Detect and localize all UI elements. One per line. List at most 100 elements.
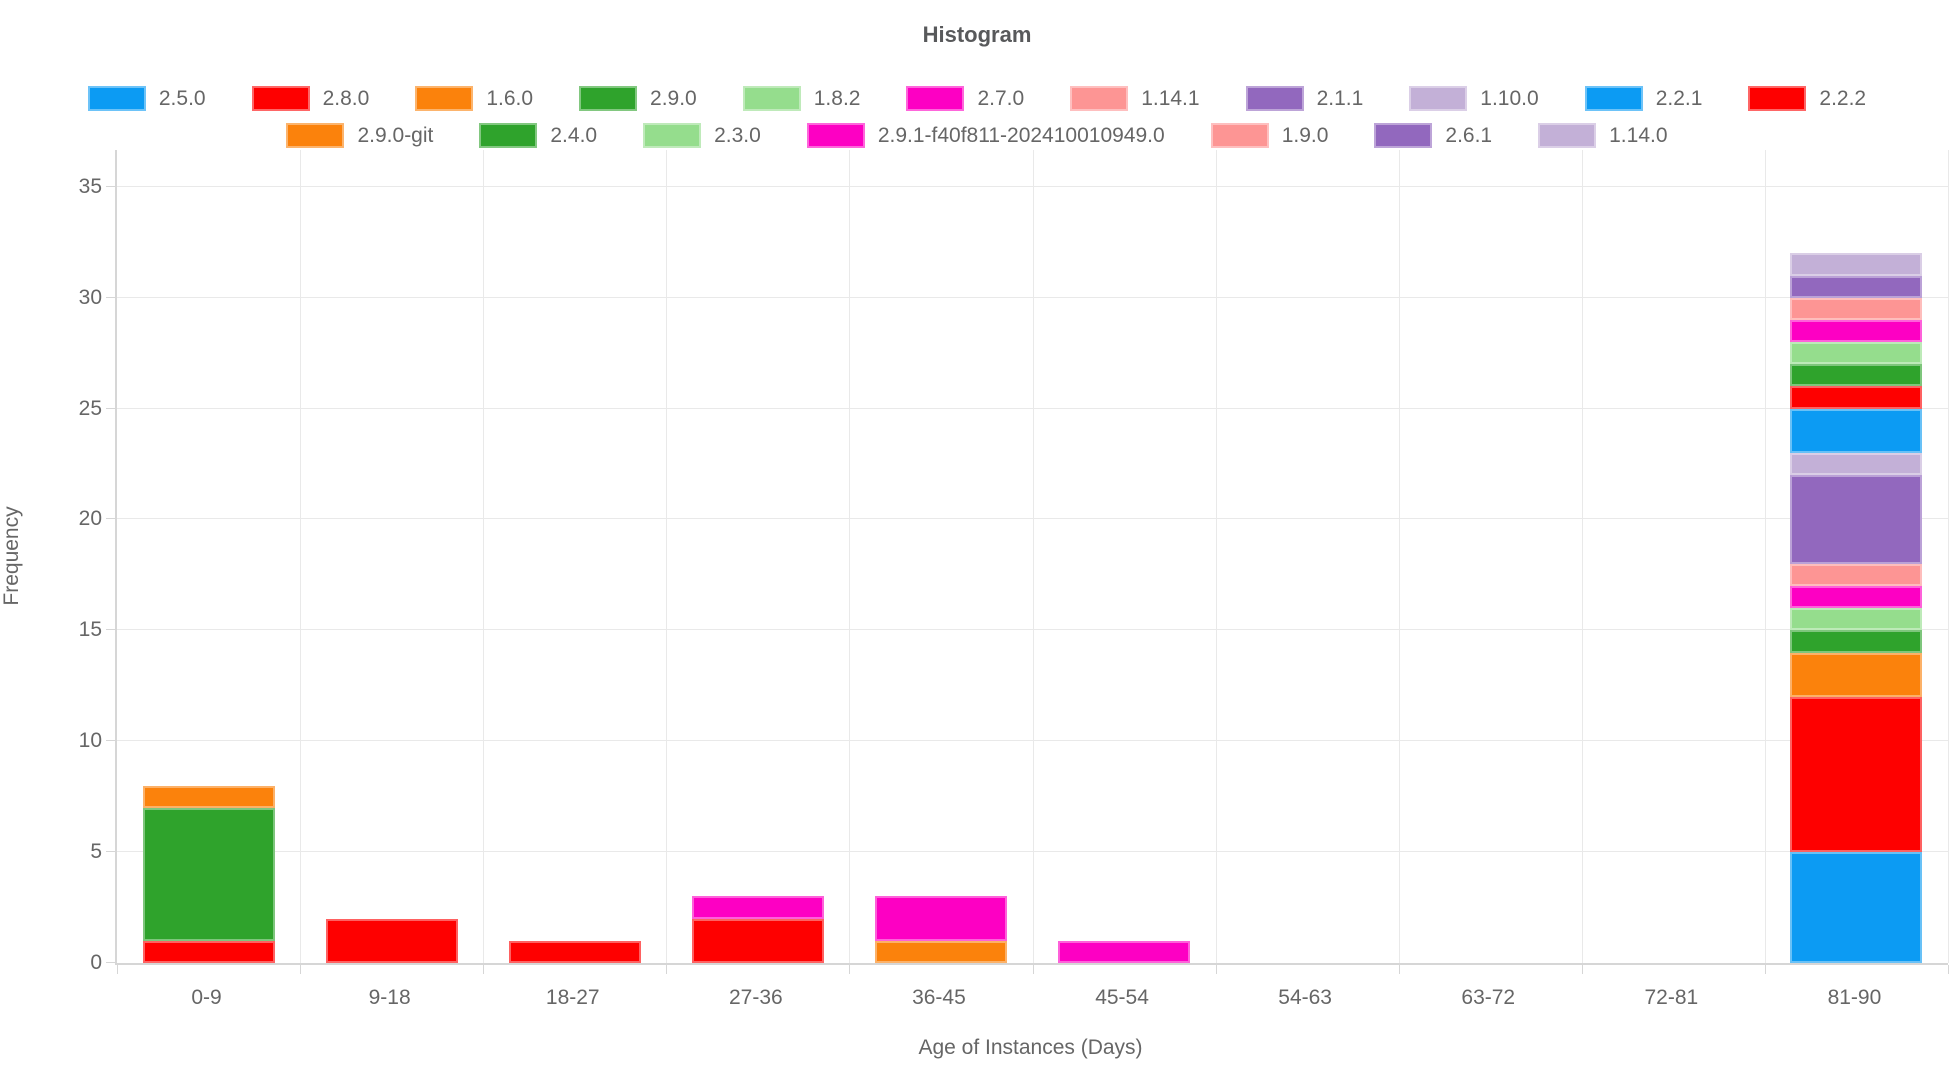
x-tick [1765,965,1766,974]
bar-segment-36-45-1.6.0[interactable] [875,940,1007,963]
bar-segment-81-90-1.14.0[interactable] [1790,253,1922,276]
legend-swatch [579,86,638,111]
y-tick-label-5: 5 [90,840,102,864]
v-gridline [1765,150,1766,963]
legend-item-2.5.0[interactable]: 2.5.0 [87,86,206,111]
x-tick-label-54-63: 54-63 [1278,986,1332,1009]
bar-segment-81-90-2.2.1[interactable] [1790,408,1922,453]
bar-segment-81-90-2.9.0[interactable] [1790,630,1922,653]
legend-label: 2.2.2 [1819,86,1867,110]
bar-segment-81-90-2.3.0[interactable] [1790,342,1922,365]
x-tick [1033,965,1034,974]
y-tick-label-25: 25 [78,396,102,420]
legend-label: 2.5.0 [158,86,206,110]
legend-label: 1.9.0 [1281,123,1329,147]
y-tick-label-10: 10 [78,729,102,753]
legend-item-2.6.1[interactable]: 2.6.1 [1374,123,1492,148]
legend-swatch [1245,86,1304,111]
v-gridline [1033,150,1034,963]
bar-segment-0-9-2.9.0-git[interactable] [143,785,275,808]
h-gridline-20 [117,518,1948,520]
legend-label: 2.6.1 [1445,123,1493,147]
h-gridline-15 [117,629,1948,631]
bar-segment-0-9-2.8.0[interactable] [143,940,275,963]
bar-segment-36-45-2.7.0[interactable] [875,896,1007,941]
bar-segment-27-36-2.8.0[interactable] [692,918,824,963]
x-tick [1399,965,1400,974]
bar-segment-0-9-2.9.0[interactable] [143,807,275,941]
bar-segment-81-90-2.7.0[interactable] [1790,585,1922,609]
legend-label: 1.14.1 [1141,86,1200,110]
y-tick [106,407,115,409]
v-gridline [1399,150,1400,963]
bar-segment-81-90-1.6.0[interactable] [1790,652,1922,697]
chart-title: Histogram [922,22,1032,47]
legend-label: 2.2.1 [1655,86,1703,110]
bar-segment-81-90-1.10.0[interactable] [1790,452,1922,476]
x-tick-label-72-81: 72-81 [1644,986,1699,1009]
legend-item-1.14.1[interactable]: 1.14.1 [1070,86,1200,111]
x-tick-label-45-54: 45-54 [1095,986,1149,1009]
x-tick [666,965,667,974]
y-tick-label-35: 35 [78,174,102,198]
legend-label: 2.3.0 [714,123,761,147]
bar-segment-45-54-2.7.0[interactable] [1058,940,1190,963]
legend-label: 1.8.2 [813,86,861,110]
y-tick [106,518,115,520]
bar-segment-9-18-2.8.0[interactable] [326,918,458,963]
legend-swatch [286,123,345,148]
x-tick [483,965,484,974]
x-tick [849,965,850,974]
bar-segment-81-90-1.9.0[interactable] [1790,297,1922,320]
legend-item-1.8.2[interactable]: 1.8.2 [742,86,861,111]
legend-item-2.2.1[interactable]: 2.2.1 [1584,86,1703,111]
x-tick-label-81-90: 81-90 [1827,986,1882,1009]
legend-item-2.7.0[interactable]: 2.7.0 [906,86,1024,111]
legend-item-1.9.0[interactable]: 1.9.0 [1210,123,1329,148]
x-tick [1216,965,1217,974]
plot-area [106,150,1949,974]
legend-item-2.8.0[interactable]: 2.8.0 [251,86,369,111]
bar-segment-81-90-2.8.0[interactable] [1790,696,1922,853]
bar-0-9 [143,785,275,963]
y-tick [106,740,115,742]
legend-swatch [415,86,474,111]
legend-item-2.9.1-f40f811-202410010949.0[interactable]: 2.9.1-f40f811-202410010949.0 [806,123,1165,148]
x-tick-label-0-9: 0-9 [191,986,222,1009]
legend-swatch [1374,123,1433,148]
bar-45-54 [1058,940,1190,963]
bar-segment-81-90-2.6.1[interactable] [1790,275,1922,298]
legend-swatch [251,86,310,111]
bar-segment-81-90-1.14.1[interactable] [1790,563,1922,586]
legend-item-2.3.0[interactable]: 2.3.0 [643,123,761,148]
legend-item-1.14.0[interactable]: 1.14.0 [1538,123,1668,148]
bar-segment-81-90-1.8.2[interactable] [1790,608,1922,631]
legend-item-2.2.2[interactable]: 2.2.2 [1748,86,1866,111]
bar-segment-18-27-2.8.0[interactable] [509,940,641,963]
bar-segment-81-90-2.2.2[interactable] [1790,386,1922,409]
legend-label: 1.6.0 [486,86,534,110]
x-tick-label-63-72: 63-72 [1461,986,1516,1009]
legend-item-2.4.0[interactable]: 2.4.0 [479,123,597,148]
bar-segment-81-90-2.1.1[interactable] [1790,475,1922,564]
legend-swatch [643,123,702,148]
legend-item-1.6.0[interactable]: 1.6.0 [415,86,533,111]
bar-segment-81-90-2.4.0[interactable] [1790,364,1922,387]
legend-swatch [1409,86,1468,111]
h-gridline-10 [117,740,1948,742]
y-tick-label-15: 15 [78,618,102,642]
legend-item-1.10.0[interactable]: 1.10.0 [1409,86,1539,111]
legend-swatch [906,86,965,111]
y-tick [106,851,115,853]
y-tick-label-30: 30 [78,285,102,309]
bar-segment-81-90-2.9.1-f40f811-202410010949.0[interactable] [1790,319,1922,343]
bar-segment-81-90-2.5.0[interactable] [1790,852,1922,963]
bar-segment-27-36-2.7.0[interactable] [692,896,824,919]
legend-item-2.9.0-git[interactable]: 2.9.0-git [286,123,433,148]
legend-item-2.1.1[interactable]: 2.1.1 [1245,86,1363,111]
x-tick [300,965,301,974]
legend-swatch [479,123,538,148]
legend-label: 2.9.1-f40f811-202410010949.0 [877,123,1165,147]
legend-item-2.9.0[interactable]: 2.9.0 [579,86,697,111]
x-tick [1948,965,1949,974]
